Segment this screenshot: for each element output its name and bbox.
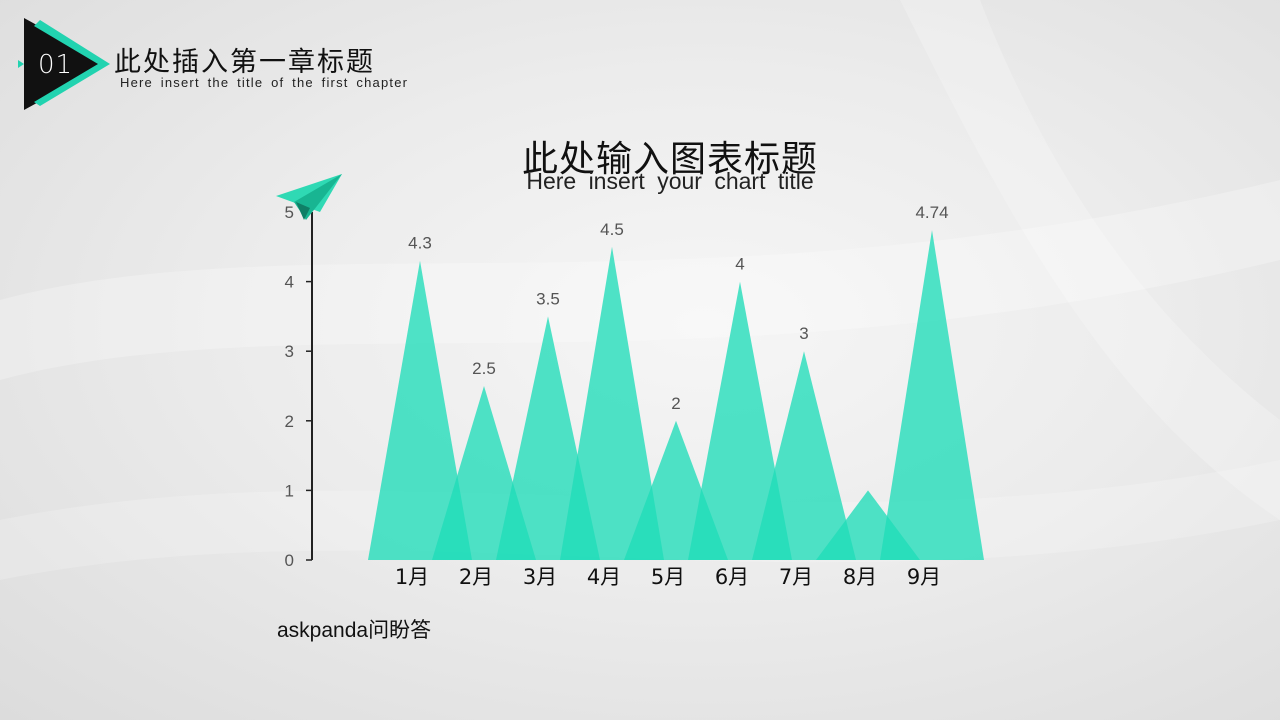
x-category-label: 9月 xyxy=(907,565,941,589)
bar-triangle xyxy=(560,246,664,561)
y-tick-label: 2 xyxy=(285,412,294,431)
y-tick-label: 0 xyxy=(285,551,294,570)
x-category-label: 7月 xyxy=(779,565,813,589)
watermark: askpanda问盼答 xyxy=(277,619,432,642)
data-label: 3 xyxy=(799,324,808,343)
x-category-label: 6月 xyxy=(715,565,749,589)
chapter-subtitle: Here insert the title of the first chapt… xyxy=(120,75,409,90)
x-category-label: 5月 xyxy=(651,565,685,589)
y-tick-label: 1 xyxy=(285,481,294,500)
bar-triangle xyxy=(688,281,792,560)
chart-subtitle: Here insert your chart title xyxy=(526,168,814,194)
x-category-label: 1月 xyxy=(395,565,429,589)
data-label: 2 xyxy=(671,394,680,413)
data-label: 4.74 xyxy=(915,203,948,222)
data-label: 2.5 xyxy=(472,359,496,378)
data-label: 4 xyxy=(735,255,744,274)
data-label: 4.3 xyxy=(408,234,432,253)
chapter-number: 01 xyxy=(38,50,74,80)
y-tick-label: 3 xyxy=(285,342,294,361)
data-label: 3.5 xyxy=(536,289,560,308)
x-category-label: 8月 xyxy=(843,565,877,589)
x-category-label: 4月 xyxy=(587,565,621,589)
y-tick-label: 4 xyxy=(285,273,294,292)
chart-title: 此处输入图表标题 xyxy=(521,139,818,180)
x-category-label: 3月 xyxy=(523,565,557,589)
data-label: 4.5 xyxy=(600,220,624,239)
bar-triangle xyxy=(752,351,856,560)
paper-plane-icon xyxy=(276,174,342,220)
bar-triangle xyxy=(880,230,984,560)
chapter-title: 此处插入第一章标题 xyxy=(114,47,375,78)
chapter-badge xyxy=(18,18,110,110)
y-tick-label: 5 xyxy=(285,203,294,222)
x-category-label: 2月 xyxy=(459,565,493,589)
bar-triangle xyxy=(368,260,472,560)
